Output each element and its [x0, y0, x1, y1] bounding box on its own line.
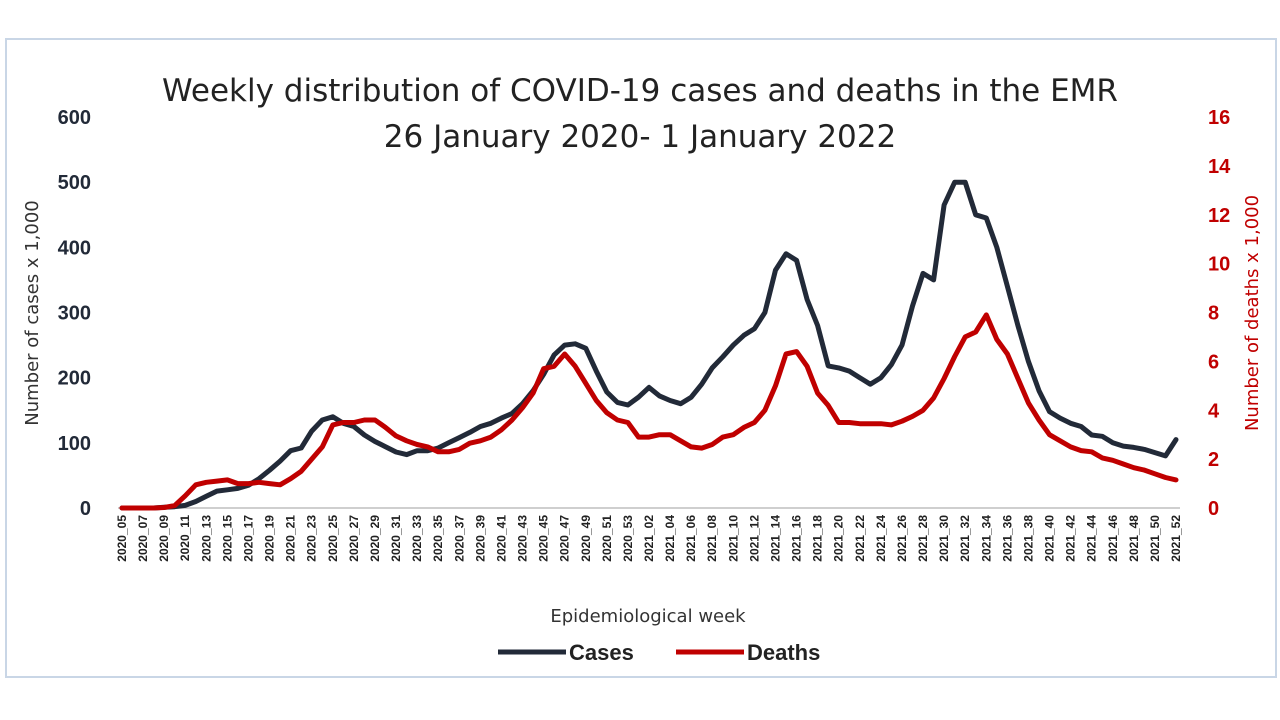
x-tick-label: 2020_25 [326, 515, 340, 562]
y-left-tick-label: 400 [58, 237, 91, 259]
x-tick-label: 2021_08 [705, 515, 719, 562]
x-tick-label: 2021_30 [937, 515, 951, 562]
series-layer [119, 179, 1179, 511]
x-tick-label: 2021_06 [684, 515, 698, 562]
x-tick-label: 2021_38 [1021, 515, 1035, 562]
y-right-tick-label: 14 [1208, 156, 1231, 178]
y-axis-right-ticks: 0 2 4 6 8 10 12 14 16 [1208, 107, 1231, 520]
x-tick-label: 2021_02 [642, 515, 656, 562]
y-right-tick-label: 10 [1208, 254, 1230, 276]
y-right-tick-label: 0 [1208, 498, 1219, 520]
legend-label-deaths: Deaths [747, 640, 820, 665]
y-axis-right-label: Number of deaths x 1,000 [1242, 195, 1263, 431]
y-right-tick-label: 16 [1208, 107, 1230, 129]
x-tick-label: 2021_10 [726, 515, 740, 562]
x-tick-label: 2020_49 [579, 515, 593, 562]
x-tick-label: 2021_46 [1106, 515, 1120, 562]
chart-frame [5, 38, 1277, 678]
x-tick-label: 2020_23 [305, 515, 319, 562]
x-tick-label: 2020_33 [410, 515, 424, 562]
x-tick-label: 2021_40 [1043, 515, 1057, 562]
x-tick-label: 2021_34 [979, 515, 993, 562]
x-tick-label: 2021_22 [853, 515, 867, 562]
y-left-tick-label: 200 [58, 368, 91, 390]
chart-title: Weekly distribution of COVID-19 cases an… [162, 73, 1118, 109]
x-tick-label: 2021_16 [790, 515, 804, 562]
y-right-tick-label: 8 [1208, 303, 1219, 325]
x-tick-label: 2020_13 [199, 515, 213, 562]
legend-label-cases: Cases [569, 640, 634, 665]
x-tick-label: 2020_17 [241, 515, 255, 562]
y-left-tick-label: 300 [58, 303, 91, 325]
y-left-tick-label: 500 [58, 172, 91, 194]
y-right-tick-label: 2 [1208, 449, 1219, 471]
y-left-tick-label: 100 [58, 433, 91, 455]
x-tick-label: 2021_44 [1085, 515, 1099, 562]
x-tick-label: 2021_04 [663, 515, 677, 562]
series-line-deaths [119, 312, 1179, 511]
x-tick-label: 2021_26 [895, 515, 909, 562]
x-tick-label: 2021_12 [747, 515, 761, 562]
x-tick-label: 2021_24 [874, 515, 888, 562]
chart-subtitle: 26 January 2020- 1 January 2022 [384, 119, 896, 155]
y-right-tick-label: 4 [1208, 400, 1220, 422]
y-axis-left-label: Number of cases x 1,000 [22, 200, 43, 425]
x-tick-label: 2020_53 [621, 515, 635, 562]
x-tick-label: 2021_18 [811, 515, 825, 562]
x-tick-label: 2021_20 [832, 515, 846, 562]
x-tick-label: 2021_52 [1169, 515, 1183, 562]
x-tick-label: 2021_48 [1127, 515, 1141, 562]
x-tick-label: 2020_35 [431, 515, 445, 562]
x-tick-label: 2020_09 [157, 515, 171, 562]
x-tick-label: 2020_19 [263, 515, 277, 562]
x-tick-label: 2020_47 [558, 515, 572, 562]
x-tick-label: 2021_32 [958, 515, 972, 562]
x-tick-label: 2021_42 [1064, 515, 1078, 562]
x-tick-label: 2021_28 [916, 515, 930, 562]
x-tick-label: 2020_07 [136, 515, 150, 562]
x-tick-label: 2020_21 [284, 515, 298, 562]
y-axis-left-ticks: 0 100 200 300 400 500 600 [58, 107, 91, 520]
y-right-tick-label: 12 [1208, 205, 1230, 227]
x-tick-label: 2021_14 [768, 515, 782, 562]
x-axis-ticks: 2020_05 2020_07 2020_09 2020_11 2020_13 2020_… [115, 515, 1183, 562]
x-tick-label: 2020_37 [452, 515, 466, 562]
x-tick-label: 2020_45 [537, 515, 551, 562]
y-right-tick-label: 6 [1208, 351, 1219, 373]
series-line-cases [119, 179, 1179, 511]
y-left-tick-label: 0 [80, 498, 91, 520]
x-tick-label: 2020_27 [347, 515, 361, 562]
y-left-tick-label: 600 [58, 107, 91, 129]
x-tick-label: 2020_31 [389, 515, 403, 562]
x-tick-label: 2020_29 [368, 515, 382, 562]
x-tick-label: 2020_43 [516, 515, 530, 562]
x-tick-label: 2021_36 [1000, 515, 1014, 562]
x-tick-label: 2020_11 [178, 515, 192, 561]
x-tick-label: 2020_05 [115, 515, 129, 562]
x-tick-label: 2020_15 [220, 515, 234, 562]
x-tick-label: 2020_41 [494, 515, 508, 562]
legend: Cases Deaths [498, 640, 820, 665]
x-tick-label: 2021_50 [1148, 515, 1162, 562]
x-tick-label: 2020_51 [600, 515, 614, 562]
x-tick-label: 2020_39 [473, 515, 487, 562]
x-axis-label: Epidemiological week [550, 606, 746, 627]
